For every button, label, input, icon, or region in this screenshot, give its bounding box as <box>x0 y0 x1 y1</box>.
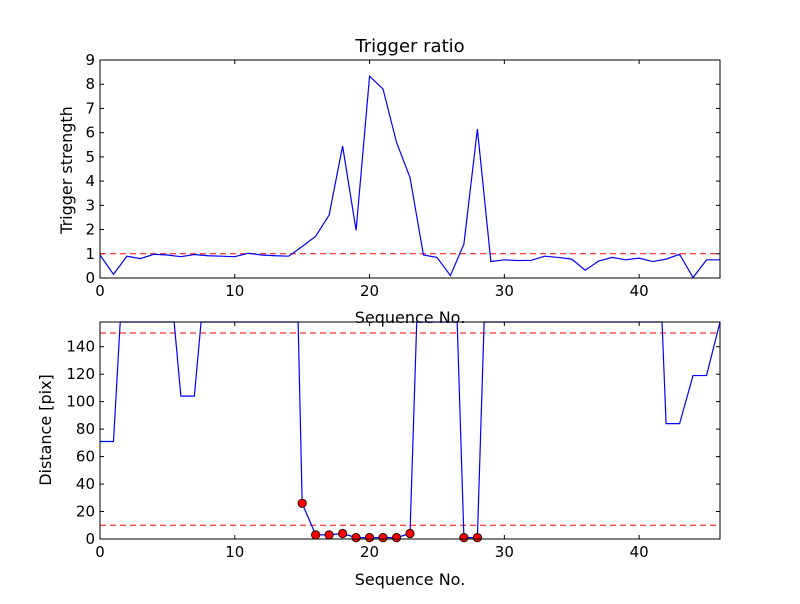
axes-frame-bottom <box>99 321 721 540</box>
series-line <box>99 74 720 279</box>
distance-axes: Distance [pix] Sequence No. 0 10 20 30 40 0 20… <box>36 321 721 589</box>
y-tick-label: 9 <box>85 51 95 69</box>
y-tick-label: 2 <box>85 221 95 239</box>
data-point-marker <box>297 498 307 508</box>
data-point-marker <box>405 528 415 539</box>
y-tick-label: 6 <box>85 124 95 142</box>
data-point-marker <box>459 533 469 543</box>
data-point-marker <box>391 533 402 543</box>
x-axis-label-top: Sequence No. <box>355 308 466 327</box>
y-tick-label: 7 <box>85 99 95 117</box>
x-tick-label: 30 <box>495 282 514 300</box>
y-axis-label-distance: Distance [pix] <box>36 374 55 486</box>
y-tick-label: 4 <box>85 172 95 190</box>
y-tick-label: 140 <box>66 338 95 356</box>
chart-title: Trigger ratio <box>354 36 464 57</box>
x-tick-label: 40 <box>630 543 649 561</box>
y-tick-label: 0 <box>85 269 95 287</box>
x-tick-label: 20 <box>360 282 379 300</box>
y-tick-label: 3 <box>85 196 95 214</box>
x-tick-label: 0 <box>95 282 105 300</box>
series-line <box>100 321 721 539</box>
data-point-marker <box>472 533 482 543</box>
axes-frame-top <box>99 59 721 279</box>
data-point-marker <box>311 530 321 540</box>
data-point-marker <box>324 530 334 540</box>
x-tick-label: 20 <box>360 543 379 561</box>
y-tick-label: 60 <box>76 448 95 466</box>
data-point-marker <box>378 533 388 543</box>
x-tick-label: 10 <box>225 282 244 300</box>
y-tick-label: 5 <box>85 148 95 166</box>
y-tick-label: 80 <box>76 420 95 438</box>
data-point-marker <box>338 528 348 539</box>
x-axis-label-bottom: Sequence No. <box>355 570 466 589</box>
x-tick-label: 30 <box>495 543 514 561</box>
x-tick-label: 0 <box>95 543 105 561</box>
y-tick-label: 0 <box>85 530 95 548</box>
x-tick-label: 10 <box>225 543 244 561</box>
x-tick-label: 40 <box>630 282 649 300</box>
y-tick-label: 1 <box>85 245 95 263</box>
data-point-marker <box>351 533 361 543</box>
y-tick-label: 40 <box>76 475 95 493</box>
y-axis-label-trigger: Trigger strength <box>57 106 76 235</box>
y-tick-label: 120 <box>66 365 95 383</box>
y-tick-label: 100 <box>66 393 95 411</box>
y-tick-label: 8 <box>85 75 95 93</box>
y-tick-label: 20 <box>76 503 95 521</box>
data-point-marker <box>364 533 375 543</box>
